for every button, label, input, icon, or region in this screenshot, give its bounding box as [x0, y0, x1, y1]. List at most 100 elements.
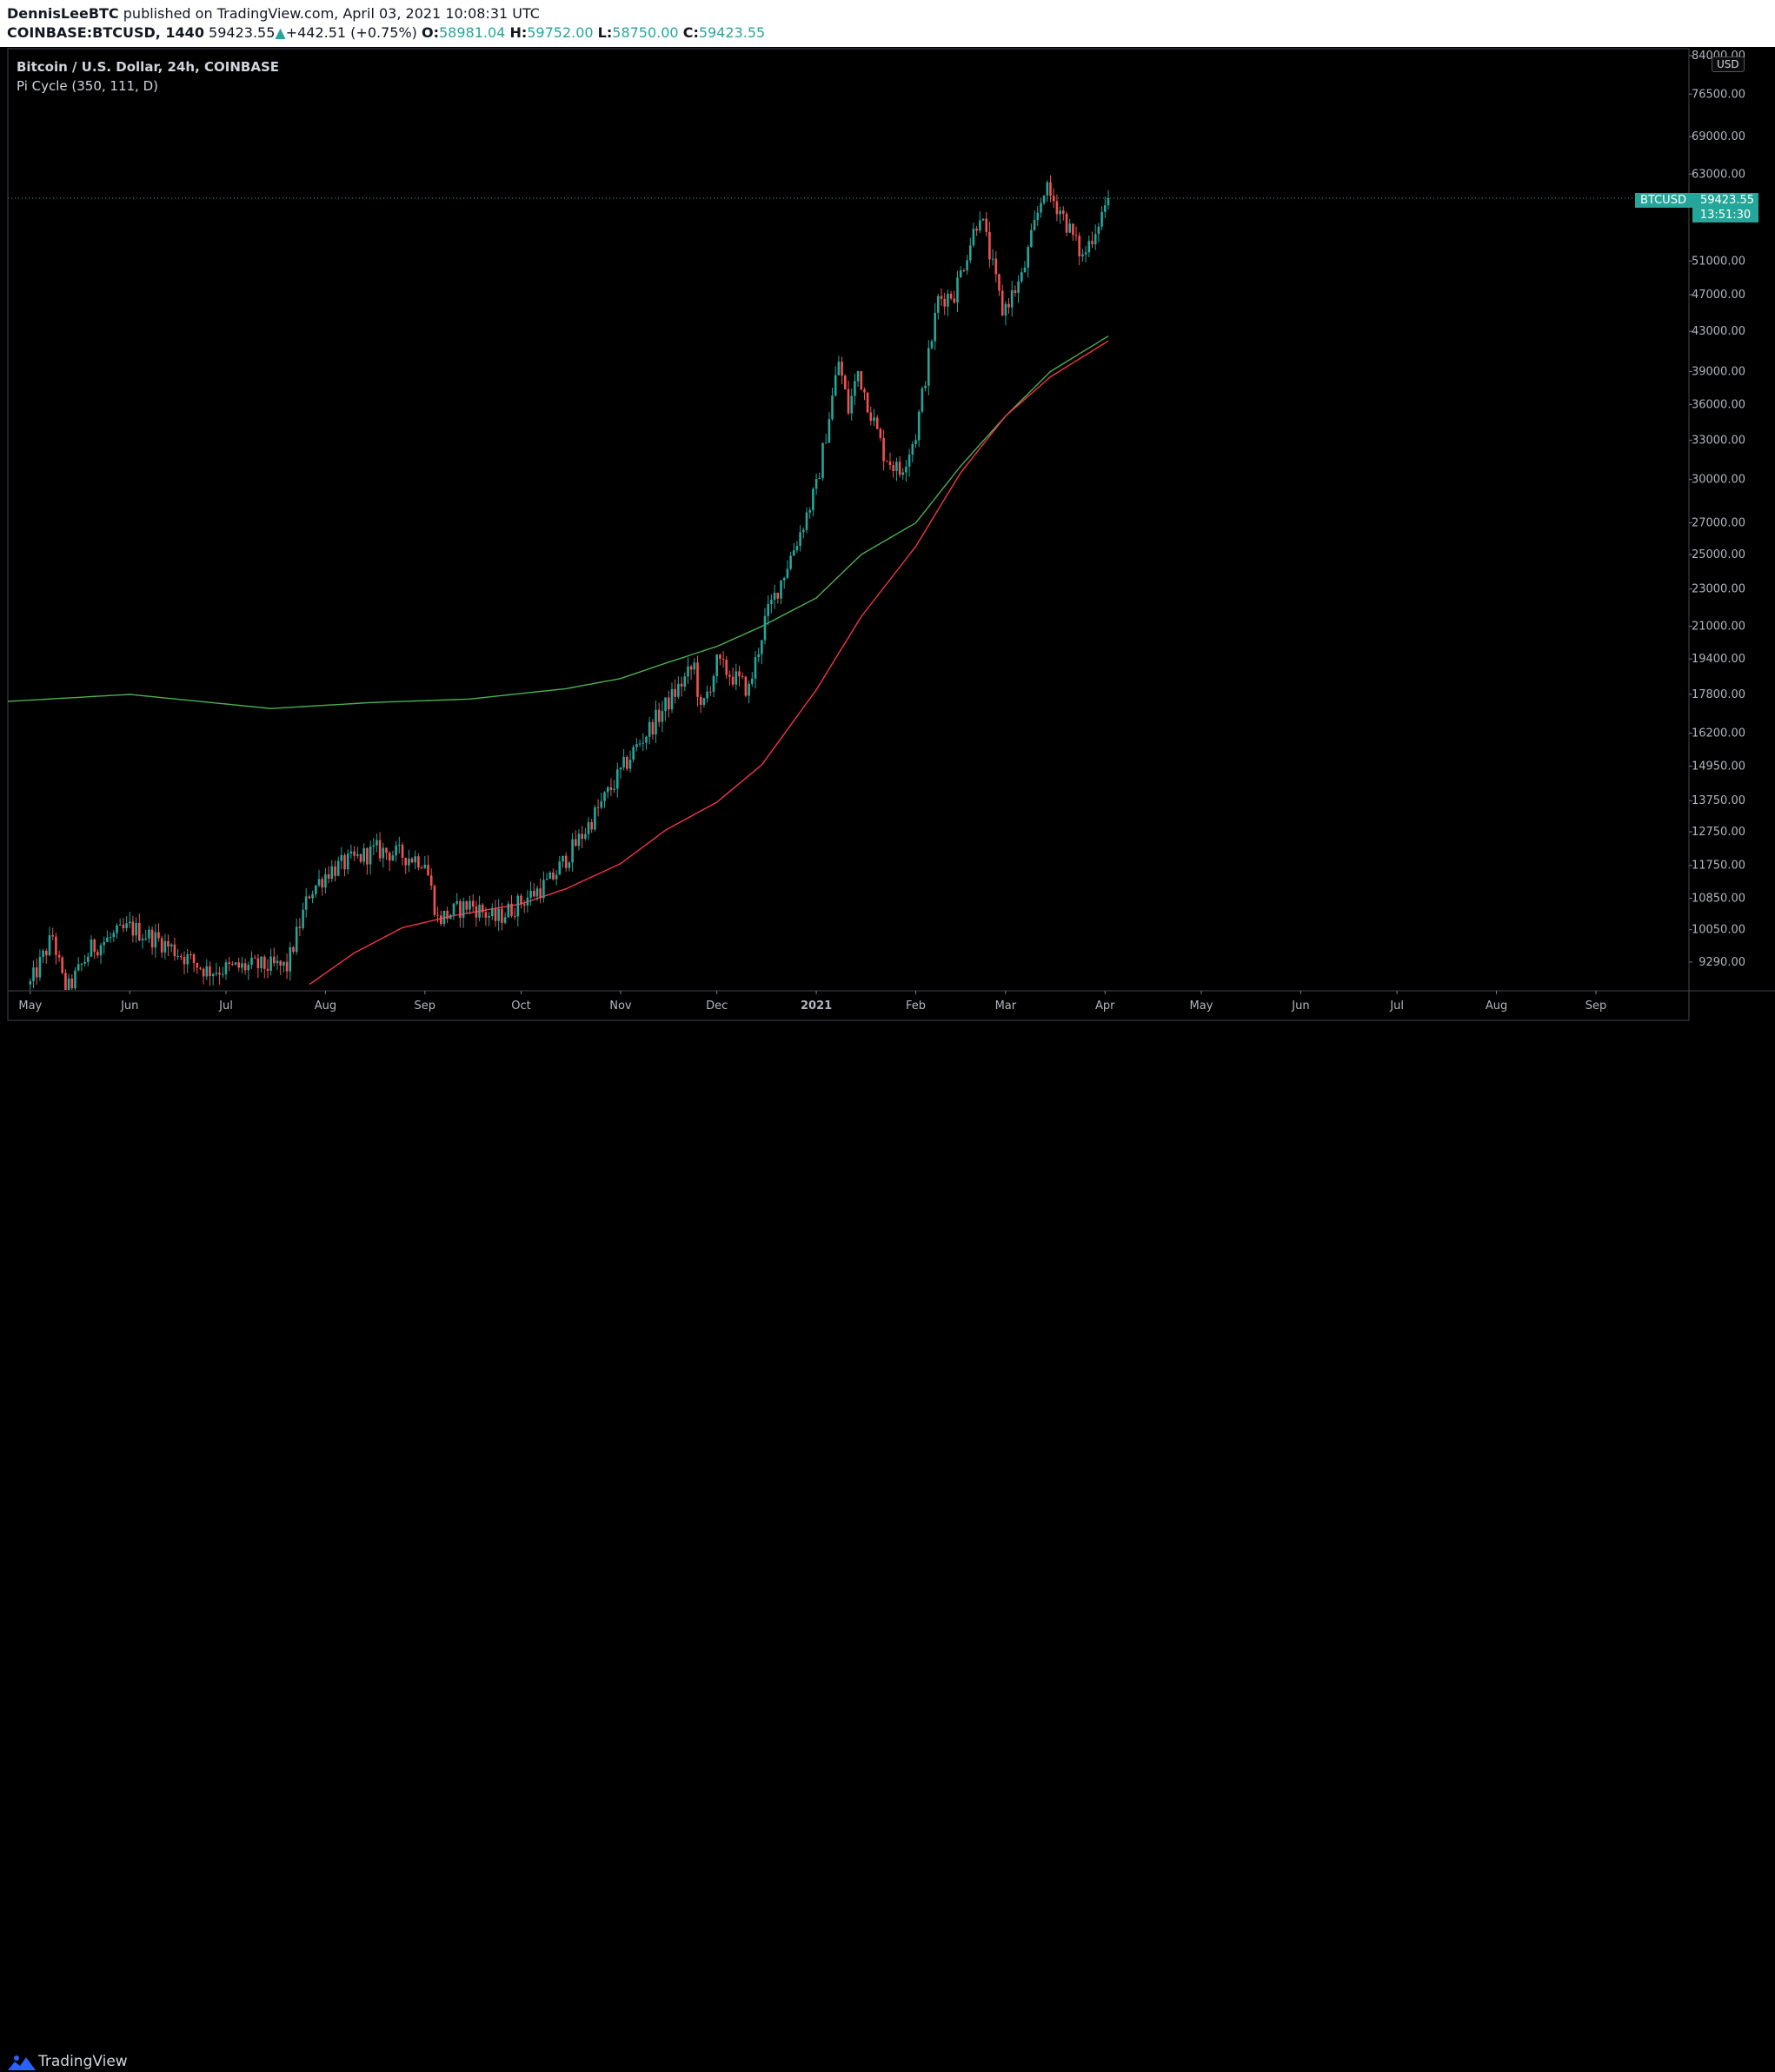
candle-body	[163, 940, 167, 953]
candle-body	[497, 908, 500, 921]
time-tick-label: Feb	[906, 999, 926, 1013]
tradingview-logo-icon[interactable]	[7, 2055, 37, 2072]
candle-body	[905, 467, 907, 473]
price-tick-label: 36000.00	[1692, 398, 1745, 411]
candle-body	[1010, 290, 1014, 308]
candle-body	[503, 917, 507, 923]
low-label: L:	[597, 24, 613, 41]
close-value: 59423.55	[698, 24, 766, 41]
candle-body	[1094, 234, 1097, 244]
candle-body	[122, 924, 125, 929]
candle-body	[590, 822, 593, 830]
candle-body	[988, 231, 991, 260]
candle-body	[93, 940, 96, 953]
candle-body	[1014, 290, 1017, 293]
candle-body	[863, 389, 866, 393]
tradingview-brand[interactable]: TradingView	[38, 2053, 128, 2070]
candle-body	[385, 847, 388, 853]
candle-body	[484, 912, 488, 918]
candle-body	[856, 371, 860, 382]
candle-body	[64, 973, 67, 990]
candle-body	[600, 800, 603, 808]
candle-body	[683, 676, 687, 687]
price-tick-label: 39000.00	[1692, 365, 1745, 378]
candle-body	[1027, 247, 1029, 268]
candle-body	[1062, 210, 1065, 214]
ohlc-line: COINBASE:BTCUSD, 1440 59423.55▲+442.51 (…	[7, 24, 765, 41]
currency-badge[interactable]: USD	[1712, 56, 1745, 72]
candle-body	[1078, 236, 1080, 256]
candle-body	[702, 698, 706, 705]
candle-body	[414, 856, 416, 863]
candle-body	[533, 891, 535, 897]
candle-body	[555, 874, 558, 880]
candle-body	[471, 900, 475, 906]
candle-body	[619, 767, 622, 770]
candle-body	[1084, 252, 1087, 255]
candle-body	[1049, 182, 1052, 196]
candle-body	[962, 270, 966, 271]
price-axis[interactable]: 84000.0076500.0069000.0063000.0051000.00…	[1689, 50, 1745, 969]
time-tick-label: Jul	[1389, 999, 1404, 1013]
candle-body	[780, 580, 782, 599]
author-name[interactable]: DennisLeeBTC	[7, 5, 119, 22]
candle-body	[369, 846, 372, 865]
candle-body	[562, 855, 564, 862]
candle-body	[677, 683, 680, 697]
price-tick-label: 10850.00	[1692, 892, 1745, 905]
candle-body	[167, 940, 170, 946]
footer: TradingView	[0, 1022, 1775, 2070]
up-arrow-icon: ▲	[275, 24, 286, 41]
candle-body	[1040, 203, 1042, 213]
candle-body	[802, 529, 805, 533]
candle-body	[135, 923, 137, 936]
candle-body	[831, 395, 834, 420]
candle-body	[1023, 267, 1027, 273]
candle-body	[408, 858, 410, 866]
time-tick-label: Mar	[995, 999, 1017, 1013]
price-tick-label: 21000.00	[1692, 621, 1745, 634]
candle-body	[1046, 182, 1049, 196]
candle-body	[349, 851, 353, 854]
candle-body	[985, 218, 987, 232]
candle-body	[947, 294, 949, 307]
candle-body	[433, 886, 436, 915]
candle-body	[927, 348, 930, 386]
candle-body	[196, 962, 199, 968]
open-value: 58981.04	[439, 24, 506, 41]
candle-body	[875, 417, 879, 429]
candle-body	[224, 962, 228, 974]
last-price-value: 59423.55	[1699, 194, 1754, 207]
last-price-tag: BTCUSD 59423.55	[1635, 193, 1758, 208]
candle-body	[289, 946, 292, 972]
candle-body	[949, 294, 953, 299]
indicator-title[interactable]: Pi Cycle (350, 111, D)	[17, 78, 159, 94]
candle-body	[668, 697, 670, 710]
candle-body	[956, 277, 959, 303]
candle-body	[125, 923, 128, 929]
candle-body	[969, 245, 972, 261]
candle-body	[157, 932, 160, 939]
price-tick-label: 69000.00	[1692, 130, 1745, 143]
price-tick-label: 76500.00	[1692, 88, 1745, 101]
candle-body	[42, 950, 44, 958]
candle-body	[761, 640, 763, 654]
candle-body	[176, 956, 179, 957]
candle-body	[298, 926, 302, 928]
price-tick-label: 25000.00	[1692, 548, 1745, 561]
candle-body	[767, 604, 769, 616]
published-text: published on TradingView.com, April 03, …	[123, 5, 540, 22]
candle-body	[276, 960, 279, 964]
candle-body	[129, 921, 131, 924]
time-tick-label: 2021	[801, 999, 832, 1013]
candle-body	[782, 577, 786, 581]
candle-body	[250, 957, 253, 966]
candle-body	[725, 660, 728, 675]
price-chart[interactable]: 84000.0076500.0069000.0063000.0051000.00…	[0, 47, 1775, 1022]
candle-body	[587, 822, 590, 834]
candle-body	[741, 676, 744, 678]
time-axis[interactable]: May Jun Jul Aug Sep Oct Nov Dec 2021 Feb Mar Apr May…	[18, 991, 1606, 1013]
candle-body	[292, 946, 295, 953]
candle-body	[795, 546, 799, 551]
candle-body	[211, 973, 215, 977]
